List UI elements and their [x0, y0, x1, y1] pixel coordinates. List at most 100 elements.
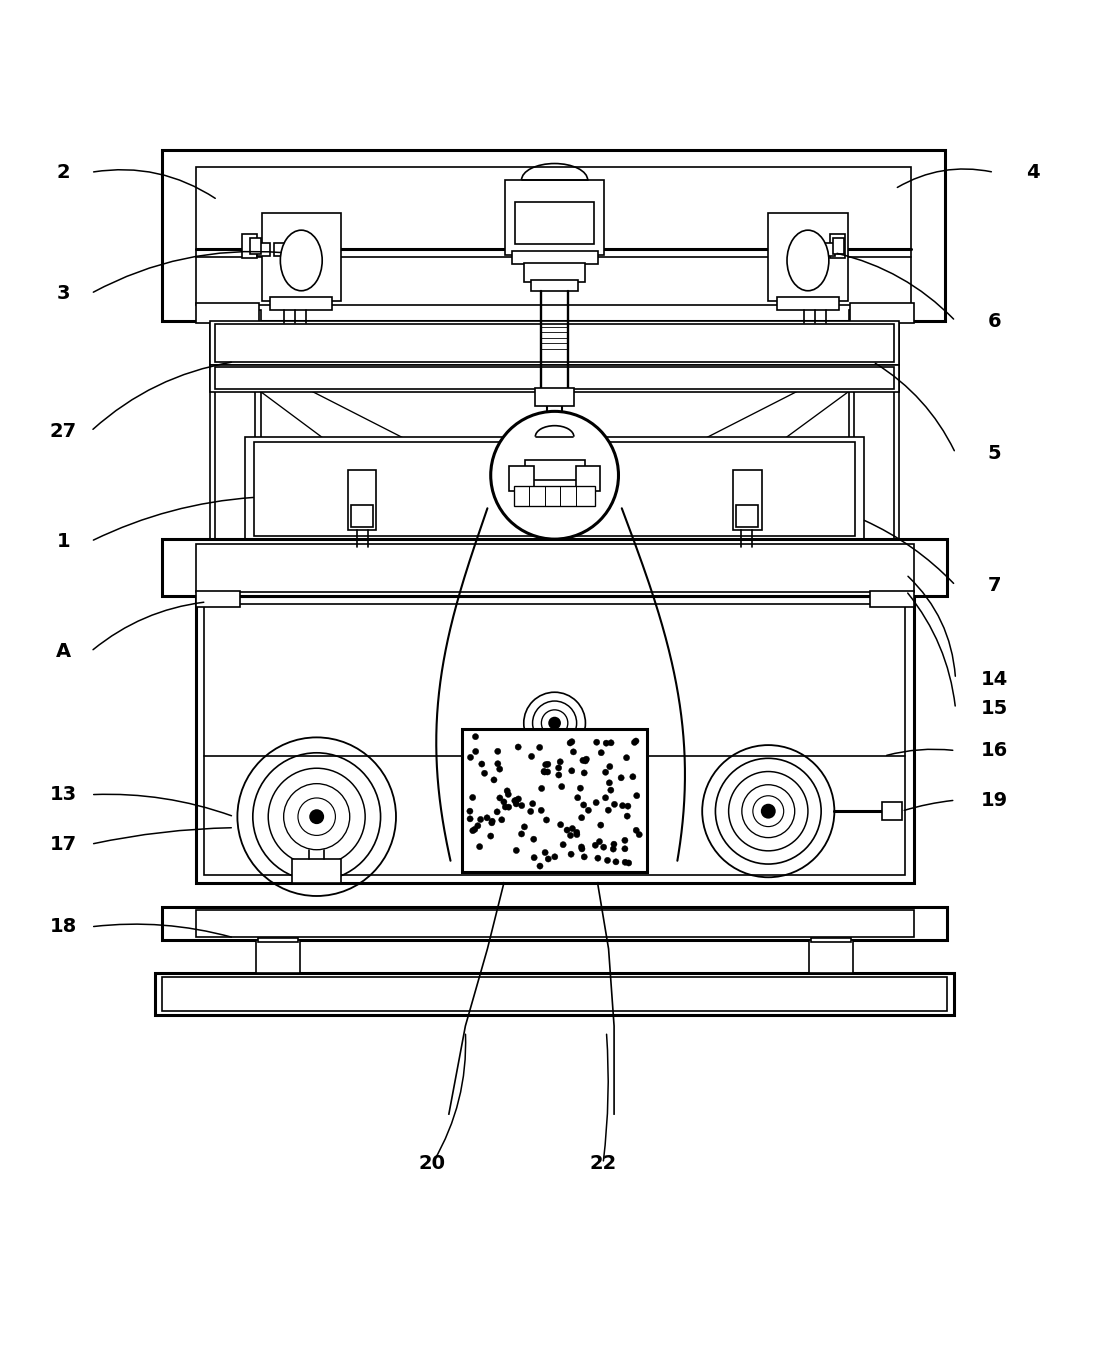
Circle shape [622, 838, 628, 843]
Bar [850, 303, 913, 323]
Bar [870, 591, 913, 607]
Bar [462, 729, 648, 872]
Circle shape [500, 799, 507, 806]
Bar [505, 180, 604, 255]
Circle shape [530, 836, 537, 842]
Text: A: A [55, 643, 71, 661]
Bar [241, 234, 257, 259]
Circle shape [622, 859, 629, 865]
Circle shape [473, 734, 478, 740]
Circle shape [610, 846, 617, 853]
Circle shape [506, 804, 511, 810]
Text: 27: 27 [50, 422, 76, 440]
Bar [210, 365, 899, 392]
Ellipse shape [787, 230, 829, 291]
Bar [351, 505, 373, 527]
Circle shape [604, 857, 611, 863]
Text: 22: 22 [589, 1154, 617, 1173]
Circle shape [597, 839, 602, 845]
Circle shape [624, 814, 630, 819]
Text: 7: 7 [987, 577, 1001, 595]
Circle shape [542, 850, 548, 855]
Bar [210, 310, 260, 745]
Circle shape [476, 843, 483, 850]
Bar [823, 242, 836, 256]
Text: 18: 18 [50, 917, 77, 936]
Circle shape [581, 770, 588, 776]
Circle shape [556, 765, 561, 770]
Circle shape [519, 803, 525, 808]
Bar [216, 310, 255, 745]
Bar [163, 907, 946, 940]
Circle shape [495, 748, 500, 754]
Text: 16: 16 [981, 741, 1007, 760]
Circle shape [467, 816, 473, 822]
Bar [256, 940, 300, 973]
Bar [196, 591, 239, 607]
Circle shape [473, 749, 478, 754]
Bar [196, 303, 259, 323]
Circle shape [515, 744, 521, 750]
Circle shape [477, 816, 484, 823]
Circle shape [513, 797, 519, 804]
Bar [245, 436, 865, 541]
Circle shape [559, 784, 565, 789]
Circle shape [472, 826, 478, 832]
Circle shape [633, 827, 640, 834]
Bar [830, 234, 846, 259]
Circle shape [620, 803, 625, 808]
Circle shape [542, 761, 549, 768]
Text: 1: 1 [56, 532, 70, 551]
Bar [261, 213, 341, 302]
Bar [270, 296, 332, 310]
Circle shape [504, 788, 510, 793]
Circle shape [497, 795, 503, 801]
Circle shape [568, 851, 575, 857]
Circle shape [602, 795, 609, 801]
Circle shape [593, 740, 600, 745]
Circle shape [618, 775, 624, 781]
Circle shape [608, 740, 614, 746]
Bar [525, 459, 586, 480]
Circle shape [581, 854, 588, 859]
Bar [544, 737, 566, 756]
Circle shape [569, 826, 576, 831]
Circle shape [482, 770, 487, 776]
Text: 4: 4 [1026, 163, 1039, 182]
Bar [249, 238, 260, 253]
Circle shape [573, 830, 580, 835]
Circle shape [569, 768, 575, 775]
Circle shape [578, 785, 583, 791]
Circle shape [582, 758, 589, 764]
Circle shape [579, 846, 584, 851]
Circle shape [537, 745, 542, 750]
Bar [809, 940, 853, 973]
Bar [882, 803, 901, 820]
Circle shape [518, 831, 525, 836]
Circle shape [521, 824, 528, 830]
Bar [509, 466, 534, 490]
Circle shape [633, 738, 639, 744]
Text: 13: 13 [50, 785, 76, 804]
Text: 19: 19 [981, 791, 1007, 810]
Text: 5: 5 [987, 443, 1001, 463]
Circle shape [528, 753, 535, 760]
Bar [205, 603, 904, 876]
Circle shape [569, 738, 575, 745]
Circle shape [630, 773, 635, 780]
Bar [535, 388, 575, 405]
Bar [515, 202, 594, 244]
Circle shape [490, 777, 497, 783]
Circle shape [494, 808, 500, 815]
Circle shape [467, 808, 473, 814]
Bar [855, 310, 893, 745]
Text: 17: 17 [50, 835, 76, 854]
Bar [736, 505, 758, 527]
Bar [210, 321, 899, 365]
Circle shape [607, 764, 613, 769]
Circle shape [594, 855, 601, 861]
Circle shape [310, 810, 323, 823]
Circle shape [633, 792, 640, 799]
Circle shape [611, 801, 618, 807]
Bar [163, 151, 944, 321]
